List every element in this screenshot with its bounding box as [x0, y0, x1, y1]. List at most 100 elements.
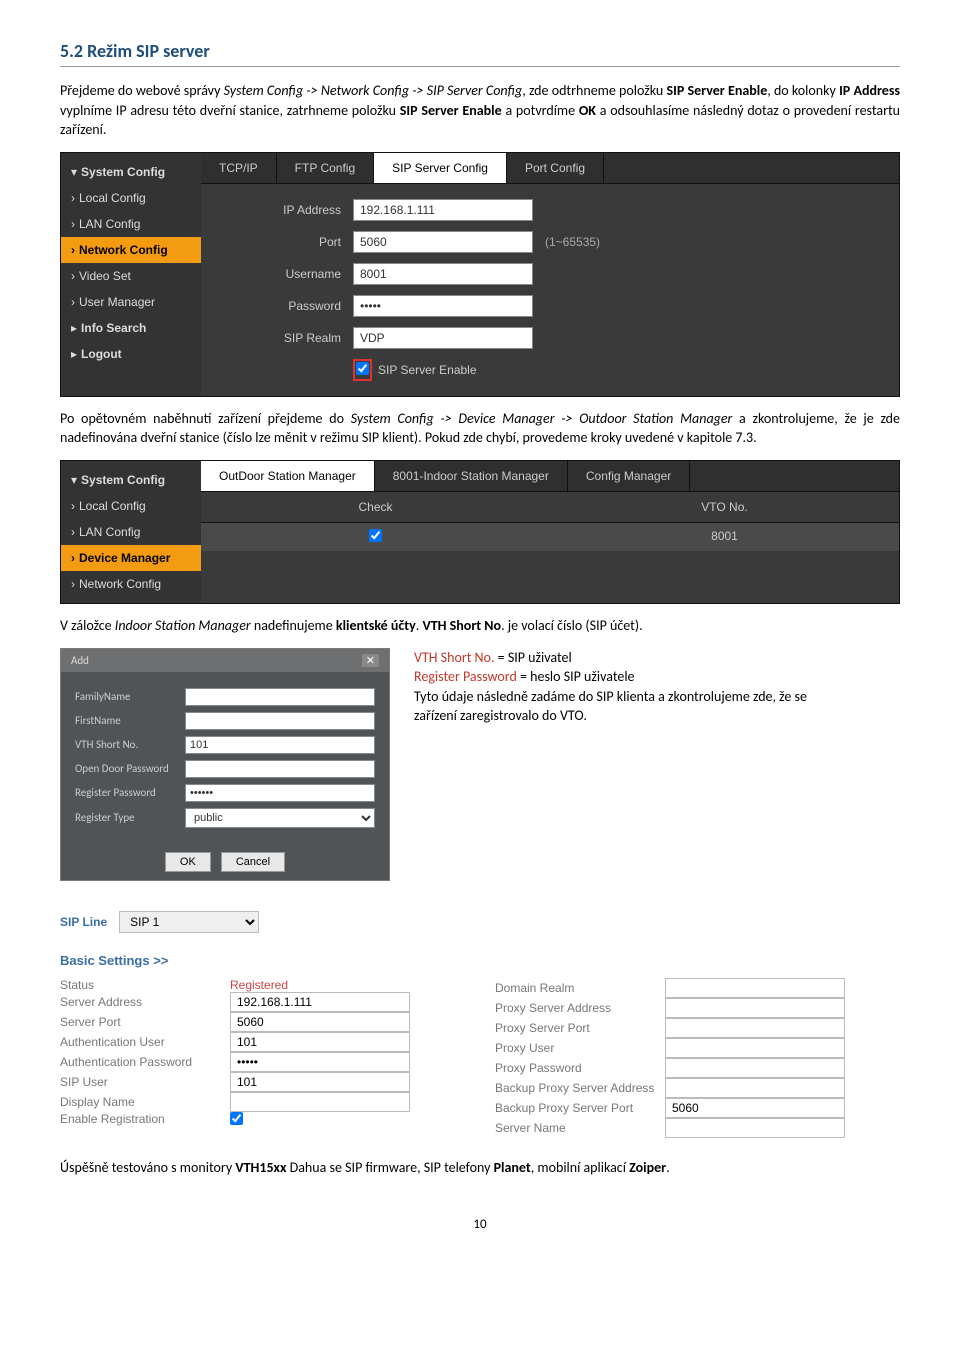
open-door-password-label: Open Door Password — [75, 762, 185, 775]
paragraph-2: Po opětovném naběhnutí zařízení přejdeme… — [60, 409, 900, 448]
outdoor-station-manager-screenshot: ▾System Config ›Local Config ›LAN Config… — [60, 460, 900, 604]
sip-user-label: SIP User — [60, 1075, 230, 1089]
enable-registration-label: Enable Registration — [60, 1112, 230, 1126]
ip-address-label: IP Address — [221, 203, 341, 217]
server-address-label: Server Address — [60, 995, 230, 1009]
chevron-right-icon: ▸ — [71, 347, 77, 361]
enable-registration-checkbox[interactable] — [230, 1112, 243, 1125]
proxy-password-input[interactable] — [665, 1058, 845, 1078]
status-value: Registered — [230, 978, 288, 992]
sip-line-label: SIP Line — [60, 915, 107, 929]
server-port-label: Server Port — [60, 1015, 230, 1029]
chevron-right-icon: › — [71, 243, 75, 257]
paragraph-4: Úspěšně testováno s monitory VTH15xx Dah… — [60, 1158, 900, 1178]
ip-address-input[interactable] — [353, 199, 533, 221]
register-type-label: Register Type — [75, 811, 185, 824]
sidebar-item-info-search[interactable]: ▸Info Search — [61, 315, 201, 341]
chevron-down-icon: ▾ — [71, 473, 77, 487]
sidebar-item-lan-config[interactable]: ›LAN Config — [61, 519, 201, 545]
divider — [60, 66, 900, 67]
sip-realm-label: SIP Realm — [221, 331, 341, 345]
cell-vto-no: 8001 — [550, 523, 899, 551]
chevron-right-icon: › — [71, 191, 75, 205]
table-row[interactable]: 8001 — [201, 523, 899, 551]
proxy-server-port-label: Proxy Server Port — [495, 1021, 665, 1035]
sidebar-item-network-config[interactable]: ›Network Config — [61, 571, 201, 597]
sidebar-item-lan-config[interactable]: ›LAN Config — [61, 211, 201, 237]
basic-settings-screenshot: SIP Line SIP 1 Basic Settings >> StatusR… — [60, 911, 900, 1138]
sidebar-item-device-manager[interactable]: ›Device Manager — [61, 545, 201, 571]
sip-server-enable-label: SIP Server Enable — [378, 363, 477, 377]
sip-line-select[interactable]: SIP 1 — [119, 911, 259, 933]
proxy-server-address-input[interactable] — [665, 998, 845, 1018]
firstname-label: FirstName — [75, 714, 185, 727]
display-name-label: Display Name — [60, 1095, 230, 1109]
chevron-right-icon: › — [71, 577, 75, 591]
th-vto-no: VTO No. — [550, 492, 899, 522]
server-port-input[interactable] — [230, 1012, 410, 1032]
display-name-input[interactable] — [230, 1092, 410, 1112]
sip-realm-input[interactable] — [353, 327, 533, 349]
tab-tcpip[interactable]: TCP/IP — [201, 153, 277, 183]
register-type-select[interactable]: public — [185, 808, 375, 828]
tabs: OutDoor Station Manager 8001-Indoor Stat… — [201, 461, 899, 492]
server-address-input[interactable] — [230, 992, 410, 1012]
backup-proxy-port-input[interactable] — [665, 1098, 845, 1118]
tab-outdoor-station-manager[interactable]: OutDoor Station Manager — [201, 461, 375, 491]
tab-port-config[interactable]: Port Config — [507, 153, 604, 183]
chevron-right-icon: › — [71, 217, 75, 231]
cancel-button[interactable]: Cancel — [221, 852, 285, 872]
cell-check[interactable] — [201, 523, 550, 551]
firstname-input[interactable] — [185, 712, 375, 730]
backup-proxy-port-label: Backup Proxy Server Port — [495, 1101, 665, 1115]
sidebar-item-system-config[interactable]: ▾System Config — [61, 467, 201, 493]
sip-server-enable-checkbox[interactable] — [356, 362, 369, 375]
auth-user-label: Authentication User — [60, 1035, 230, 1049]
row-checkbox[interactable] — [369, 529, 382, 542]
proxy-password-label: Proxy Password — [495, 1061, 665, 1075]
proxy-user-input[interactable] — [665, 1038, 845, 1058]
table-header: Check VTO No. — [201, 492, 899, 523]
close-icon[interactable]: ✕ — [362, 654, 379, 667]
chevron-right-icon: › — [71, 269, 75, 283]
password-input[interactable] — [353, 295, 533, 317]
tab-sip-server-config[interactable]: SIP Server Config — [374, 153, 507, 183]
proxy-server-port-input[interactable] — [665, 1018, 845, 1038]
backup-proxy-address-input[interactable] — [665, 1078, 845, 1098]
chevron-right-icon: ▸ — [71, 321, 77, 335]
sidebar-item-network-config[interactable]: ›Network Config — [61, 237, 201, 263]
auth-password-input[interactable] — [230, 1052, 410, 1072]
username-label: Username — [221, 267, 341, 281]
side-note: VTH Short No. = SIP uživatel Register Pa… — [414, 648, 834, 726]
port-hint: (1~65535) — [545, 235, 600, 249]
server-name-input[interactable] — [665, 1118, 845, 1138]
tab-ftp-config[interactable]: FTP Config — [277, 153, 374, 183]
familyname-label: FamilyName — [75, 690, 185, 703]
port-input[interactable] — [353, 231, 533, 253]
proxy-user-label: Proxy User — [495, 1041, 665, 1055]
sidebar-item-video-set[interactable]: ›Video Set — [61, 263, 201, 289]
sip-server-config-screenshot: ▾System Config ›Local Config ›LAN Config… — [60, 152, 900, 397]
sidebar: ▾System Config ›Local Config ›LAN Config… — [61, 153, 201, 396]
basic-settings-heading: Basic Settings >> — [60, 953, 900, 968]
username-input[interactable] — [353, 263, 533, 285]
familyname-input[interactable] — [185, 688, 375, 706]
sidebar-item-user-manager[interactable]: ›User Manager — [61, 289, 201, 315]
tab-indoor-station-manager[interactable]: 8001-Indoor Station Manager — [375, 461, 568, 491]
sidebar-item-system-config[interactable]: ▾System Config — [61, 159, 201, 185]
domain-realm-input[interactable] — [665, 978, 845, 998]
open-door-password-input[interactable] — [185, 760, 375, 778]
chevron-down-icon: ▾ — [71, 165, 77, 179]
paragraph-1: Přejdeme do webové správy System Config … — [60, 81, 900, 140]
sidebar-item-local-config[interactable]: ›Local Config — [61, 493, 201, 519]
sidebar-item-local-config[interactable]: ›Local Config — [61, 185, 201, 211]
section-heading: 5.2 Režim SIP server — [60, 40, 900, 62]
sip-user-input[interactable] — [230, 1072, 410, 1092]
auth-user-input[interactable] — [230, 1032, 410, 1052]
tab-config-manager[interactable]: Config Manager — [568, 461, 690, 491]
sidebar-item-logout[interactable]: ▸Logout — [61, 341, 201, 367]
vth-short-no-input[interactable] — [185, 736, 375, 754]
port-label: Port — [221, 235, 341, 249]
ok-button[interactable]: OK — [165, 852, 211, 872]
register-password-input[interactable] — [185, 784, 375, 802]
